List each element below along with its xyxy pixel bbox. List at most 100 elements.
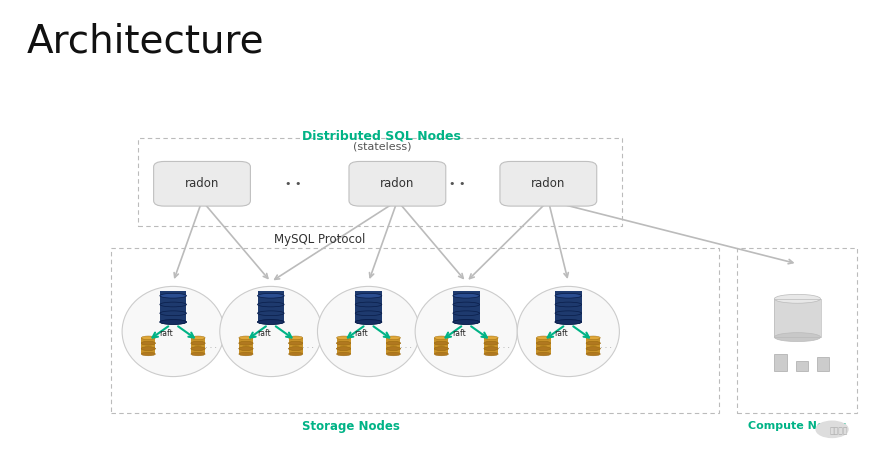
Bar [141, 343, 155, 349]
Ellipse shape [555, 320, 582, 324]
Circle shape [816, 421, 848, 437]
Ellipse shape [219, 286, 321, 377]
Bar [258, 291, 284, 322]
Ellipse shape [517, 286, 620, 377]
Ellipse shape [191, 347, 205, 350]
Text: Distributed SQL Nodes: Distributed SQL Nodes [303, 129, 461, 142]
Ellipse shape [774, 295, 821, 303]
Ellipse shape [453, 311, 480, 316]
Text: raft: raft [257, 329, 271, 338]
Bar [160, 291, 186, 322]
Ellipse shape [141, 347, 155, 350]
Ellipse shape [484, 347, 498, 350]
Ellipse shape [416, 286, 517, 377]
Ellipse shape [355, 311, 382, 316]
Text: . . .: . . . [204, 341, 217, 350]
Bar [289, 338, 303, 343]
Ellipse shape [484, 341, 498, 345]
Bar [111, 248, 719, 413]
Ellipse shape [536, 352, 551, 356]
Ellipse shape [355, 320, 382, 324]
Bar [586, 343, 600, 349]
Ellipse shape [191, 352, 205, 356]
Ellipse shape [774, 333, 821, 341]
Ellipse shape [586, 341, 600, 345]
Text: (stateless): (stateless) [353, 142, 411, 152]
Ellipse shape [555, 320, 582, 324]
Bar [536, 343, 551, 349]
Bar [239, 338, 253, 343]
Ellipse shape [386, 341, 400, 345]
Ellipse shape [536, 341, 551, 345]
Bar [817, 356, 829, 371]
Bar [586, 338, 600, 343]
Text: MySQL Protocol: MySQL Protocol [274, 233, 365, 245]
Bar [141, 349, 155, 354]
Bar [586, 349, 600, 354]
Ellipse shape [141, 347, 155, 350]
Ellipse shape [191, 341, 205, 345]
Ellipse shape [239, 352, 253, 356]
Ellipse shape [586, 336, 600, 340]
Ellipse shape [386, 336, 400, 340]
Text: raft: raft [159, 329, 173, 338]
Ellipse shape [484, 347, 498, 350]
Ellipse shape [289, 352, 303, 356]
Ellipse shape [337, 352, 351, 356]
Text: . . .: . . . [302, 341, 314, 350]
Ellipse shape [536, 341, 551, 345]
Ellipse shape [318, 286, 419, 377]
Ellipse shape [453, 293, 480, 298]
Ellipse shape [536, 347, 551, 350]
Ellipse shape [239, 336, 253, 340]
Ellipse shape [191, 336, 205, 340]
Text: • •: • • [285, 179, 301, 189]
Ellipse shape [337, 341, 351, 345]
Bar [796, 361, 808, 371]
Bar [191, 349, 205, 354]
Bar [536, 349, 551, 354]
Text: raft: raft [554, 329, 568, 338]
Bar [774, 299, 821, 337]
Ellipse shape [239, 347, 253, 350]
Text: raft: raft [452, 329, 466, 338]
Bar [289, 349, 303, 354]
Ellipse shape [536, 336, 551, 340]
Bar [774, 354, 787, 371]
Ellipse shape [141, 352, 155, 356]
Bar [484, 349, 498, 354]
Ellipse shape [239, 347, 253, 350]
Text: radon: radon [531, 177, 566, 190]
Ellipse shape [289, 347, 303, 350]
Ellipse shape [141, 341, 155, 345]
Ellipse shape [258, 302, 284, 307]
Bar [337, 349, 351, 354]
Ellipse shape [337, 347, 351, 350]
Bar [141, 338, 155, 343]
Ellipse shape [586, 352, 600, 356]
Ellipse shape [191, 341, 205, 345]
Bar [536, 338, 551, 343]
Ellipse shape [586, 341, 600, 345]
Ellipse shape [160, 302, 186, 307]
Ellipse shape [258, 293, 284, 298]
Ellipse shape [555, 293, 582, 298]
Ellipse shape [434, 347, 448, 350]
Ellipse shape [160, 320, 186, 324]
Ellipse shape [337, 347, 351, 350]
Ellipse shape [453, 320, 480, 324]
Ellipse shape [434, 341, 448, 345]
Ellipse shape [434, 341, 448, 345]
Ellipse shape [337, 336, 351, 340]
Bar [386, 349, 400, 354]
Text: radon: radon [380, 177, 415, 190]
Ellipse shape [258, 311, 284, 316]
FancyBboxPatch shape [154, 161, 250, 206]
Ellipse shape [337, 341, 351, 345]
Ellipse shape [191, 347, 205, 350]
Bar [191, 338, 205, 343]
FancyBboxPatch shape [349, 161, 446, 206]
Ellipse shape [355, 293, 382, 298]
Bar [555, 291, 582, 322]
Bar [453, 291, 480, 322]
